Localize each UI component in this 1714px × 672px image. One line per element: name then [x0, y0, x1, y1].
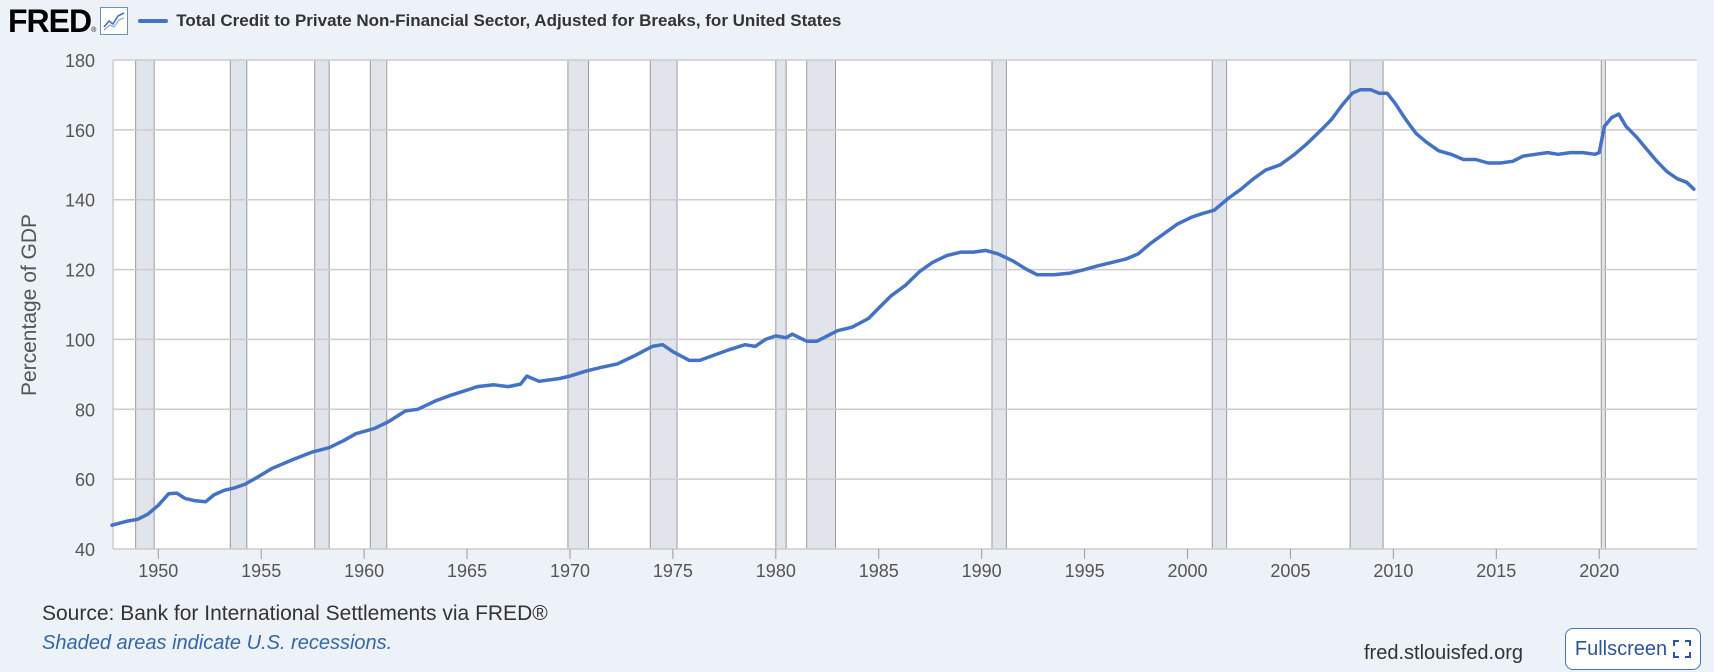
x-tick-label: 1985	[859, 561, 899, 581]
recession-band	[567, 60, 589, 549]
plot-area	[113, 60, 1697, 549]
recession-band	[806, 60, 836, 549]
recession-band	[135, 60, 155, 549]
recession-band	[775, 60, 787, 549]
series-line	[110, 87, 1696, 527]
x-tick-label: 2015	[1476, 561, 1516, 581]
x-tick-label: 2005	[1270, 561, 1310, 581]
y-tick-label: 100	[65, 330, 95, 350]
x-tick-label: 2000	[1168, 561, 1208, 581]
y-axis-title: Percentage of GDP	[18, 213, 41, 397]
expand-icon	[1673, 640, 1692, 658]
recession-band	[1350, 60, 1384, 549]
recession-band	[991, 60, 1007, 549]
x-tick-label: 1955	[241, 561, 281, 581]
x-tick-label: 1970	[550, 561, 590, 581]
x-tick-label: 1960	[344, 561, 384, 581]
line-chart-icon[interactable]	[100, 7, 129, 35]
recession-band	[230, 60, 247, 549]
recession-shading-note: Shaded areas indicate U.S. recessions.	[42, 632, 393, 654]
recession-band	[1601, 60, 1606, 549]
recession-band	[370, 60, 387, 549]
site-url[interactable]: fred.stlouisfed.org	[1364, 642, 1523, 664]
y-tick-label: 80	[75, 400, 95, 420]
y-tick-label: 120	[65, 261, 95, 281]
y-tick-label: 140	[65, 191, 95, 211]
y-tick-label: 40	[75, 540, 95, 560]
source-note: Source: Bank for International Settlemen…	[42, 602, 548, 625]
y-tick-label: 180	[65, 51, 95, 71]
recession-band	[314, 60, 330, 549]
x-tick-label: 2010	[1373, 561, 1413, 581]
chart-header: FRED ® Total Credit to Private Non-Finan…	[8, 4, 841, 38]
legend-swatch	[138, 19, 169, 23]
fred-logo-registered-mark: ®	[91, 27, 97, 34]
x-tick-label: 1975	[653, 561, 693, 581]
x-tick-label: 1980	[756, 561, 796, 581]
x-tick-label: 1990	[962, 561, 1002, 581]
line-chart[interactable]: 40 60 80 100 120 140 160 180 1950 1955 1960 1965 197…	[0, 0, 1714, 600]
y-tick-label: 160	[65, 121, 95, 141]
recession-band	[1212, 60, 1227, 549]
x-tick-label: 1965	[447, 561, 487, 581]
fred-logo[interactable]: FRED	[8, 3, 92, 39]
x-tick-label: 1995	[1065, 561, 1105, 581]
y-tick-label: 60	[75, 470, 95, 490]
recession-band	[650, 60, 678, 549]
series-title[interactable]: Total Credit to Private Non-Financial Se…	[176, 11, 842, 30]
fullscreen-label: Fullscreen	[1574, 637, 1668, 660]
x-tick-label: 2020	[1579, 561, 1619, 581]
x-tick-label: 1950	[138, 561, 178, 581]
fullscreen-button[interactable]: Fullscreen	[1565, 628, 1701, 670]
